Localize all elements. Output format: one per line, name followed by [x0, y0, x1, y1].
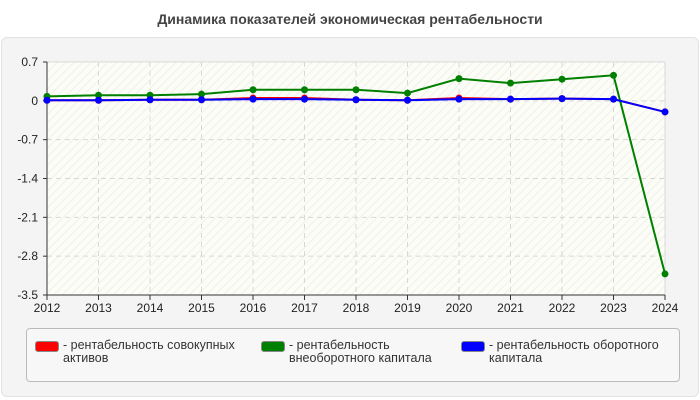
- data-point: [249, 86, 257, 94]
- x-tick-label: 2017: [291, 301, 318, 315]
- series-2: [43, 95, 669, 116]
- data-point: [610, 71, 617, 79]
- y-tick-label: 0: [31, 94, 38, 108]
- data-point: [95, 91, 102, 99]
- legend-item-noncurrent[interactable]: - рентабельность внеоборотного капитала: [261, 339, 439, 365]
- data-point: [43, 96, 51, 104]
- legend-swatch-blue: [461, 341, 485, 352]
- x-tick-label: 2012: [34, 301, 61, 315]
- data-point: [404, 89, 411, 97]
- x-tick-label: 2015: [188, 301, 215, 315]
- x-tick-label: 2018: [343, 301, 370, 315]
- data-point: [455, 95, 463, 103]
- legend-item-current[interactable]: - рентабельность оборотного капитала: [461, 339, 669, 365]
- legend: - рентабельность совокупных активов - ре…: [26, 328, 680, 382]
- y-tick-label: -0.7: [17, 133, 38, 147]
- data-point: [352, 96, 360, 104]
- legend-swatch-green: [261, 341, 285, 352]
- x-tick-label: 2022: [549, 301, 576, 315]
- data-point: [249, 95, 257, 103]
- x-tick-label: 2014: [137, 301, 164, 315]
- data-point: [661, 270, 669, 278]
- data-point: [301, 86, 308, 94]
- data-point: [198, 96, 205, 104]
- legend-label: - рентабельность совокупных активов: [63, 338, 235, 365]
- data-point: [558, 95, 566, 103]
- data-point: [661, 108, 669, 116]
- y-tick-label: -3.5: [17, 288, 38, 302]
- data-point: [558, 75, 566, 83]
- y-tick-label: -2.1: [17, 210, 38, 224]
- x-tick-label: 2019: [394, 301, 421, 315]
- data-point: [610, 95, 617, 103]
- y-tick-label: 0.7: [21, 55, 38, 69]
- legend-swatch-red: [35, 341, 59, 352]
- data-point: [404, 96, 411, 104]
- data-point: [507, 79, 514, 87]
- data-point: [352, 86, 360, 94]
- data-point: [146, 96, 154, 104]
- x-tick-label: 2024: [652, 301, 679, 315]
- x-tick-label: 2016: [240, 301, 267, 315]
- x-tick-label: 2021: [497, 301, 524, 315]
- x-tick-label: 2013: [85, 301, 112, 315]
- data-point: [95, 96, 102, 104]
- series-1: [43, 71, 669, 278]
- data-point: [507, 95, 514, 103]
- x-tick-label: 2020: [446, 301, 473, 315]
- data-point: [301, 95, 308, 103]
- y-tick-label: -2.8: [17, 249, 38, 263]
- legend-label: - рентабельность внеоборотного капитала: [289, 338, 432, 365]
- legend-label: - рентабельность оборотного капитала: [489, 338, 659, 365]
- data-point: [198, 90, 205, 98]
- y-tick-label: -1.4: [17, 172, 38, 186]
- legend-item-assets[interactable]: - рентабельность совокупных активов: [35, 339, 243, 365]
- chart-title: Динамика показателей экономическая рента…: [157, 11, 543, 27]
- data-point: [455, 75, 463, 83]
- x-tick-label: 2023: [600, 301, 627, 315]
